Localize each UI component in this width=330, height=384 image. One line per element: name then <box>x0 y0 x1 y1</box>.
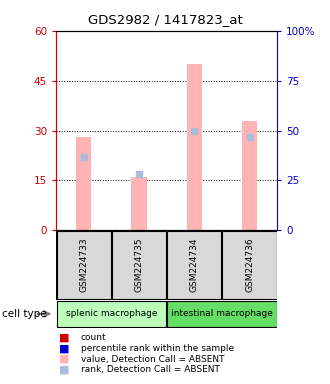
Text: ■: ■ <box>59 365 70 375</box>
Bar <box>167 301 277 327</box>
Text: rank, Detection Call = ABSENT: rank, Detection Call = ABSENT <box>81 365 220 374</box>
Bar <box>112 231 166 299</box>
Bar <box>242 121 257 230</box>
Text: intestinal macrophage: intestinal macrophage <box>171 310 273 318</box>
Text: GSM224736: GSM224736 <box>245 238 254 292</box>
Bar <box>76 137 91 230</box>
Text: ■: ■ <box>59 343 70 353</box>
Text: GSM224734: GSM224734 <box>190 238 199 292</box>
Bar <box>131 177 147 230</box>
Text: GSM224735: GSM224735 <box>135 238 144 292</box>
Text: GSM224733: GSM224733 <box>79 238 88 292</box>
Bar <box>57 231 111 299</box>
Text: count: count <box>81 333 107 342</box>
Bar <box>222 231 277 299</box>
Text: ■: ■ <box>59 354 70 364</box>
Bar <box>57 301 166 327</box>
Text: GDS2982 / 1417823_at: GDS2982 / 1417823_at <box>88 13 242 26</box>
Text: splenic macrophage: splenic macrophage <box>66 310 157 318</box>
Text: percentile rank within the sample: percentile rank within the sample <box>81 344 234 353</box>
Bar <box>186 64 202 230</box>
Bar <box>167 231 221 299</box>
Text: cell type: cell type <box>2 309 46 319</box>
Text: ■: ■ <box>59 333 70 343</box>
Text: value, Detection Call = ABSENT: value, Detection Call = ABSENT <box>81 354 224 364</box>
